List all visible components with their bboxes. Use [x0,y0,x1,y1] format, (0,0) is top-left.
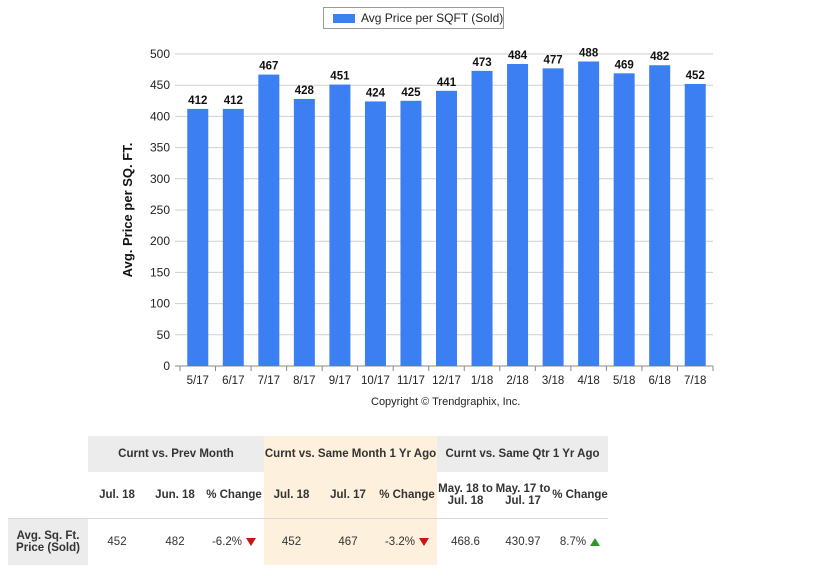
down-arrow-icon [419,537,430,546]
y-tick-label: 200 [150,234,170,248]
down-arrow-icon [246,537,257,546]
x-tick-label: 8/17 [293,375,315,387]
bar [471,70,493,367]
legend-swatch [333,14,355,23]
y-tick-label: 100 [150,297,170,311]
copyright-text: Copyright © Trendgraphix, Inc. [371,396,521,408]
col-header: May. 17 to Jul. 17 [494,472,552,519]
value-cell: 452 [264,518,319,565]
y-tick-label: 400 [150,109,170,123]
x-tick-label: 11/17 [397,375,425,387]
data-label: 412 [188,95,207,107]
legend-label: Avg Price per SQFT (Sold) [361,11,504,25]
bar [329,84,351,367]
data-label: 488 [579,47,599,59]
data-label: 451 [330,71,350,83]
x-tick-label: 5/18 [613,375,635,387]
bar [542,68,564,367]
y-tick-label: 250 [150,203,170,217]
data-label: 467 [259,61,278,73]
bar [649,65,671,367]
data-label: 428 [295,85,315,97]
change-value: -3.2% [384,536,416,548]
row-label: Avg. Sq. Ft. Price (Sold) [8,518,88,565]
bar [400,100,422,367]
x-tick-label: 3/18 [542,375,564,387]
y-axis-label: Avg. Price per SQ. FT. [120,143,135,278]
bar [222,108,244,367]
y-tick-label: 0 [163,359,170,373]
x-tick-label: 6/17 [222,375,244,387]
up-arrow-icon [590,537,601,546]
col-header: Jun. 18 [146,472,204,519]
data-label: 482 [650,51,669,63]
value-cell: 468.6 [437,518,494,565]
data-label: 452 [686,70,705,82]
y-tick-label: 150 [150,265,170,279]
data-label: 484 [508,50,528,62]
group-same-qtr: Curnt vs. Same Qtr 1 Yr Ago [437,436,608,472]
y-tick-label: 500 [150,47,170,61]
x-tick-label: 5/17 [187,375,209,387]
x-tick-label: 6/18 [649,375,671,387]
bars [187,61,706,367]
x-tick-label: 4/18 [577,375,599,387]
change-cell: 8.7% [552,518,608,565]
value-cell: 482 [146,518,204,565]
col-header: Jul. 18 [88,472,146,519]
data-label: 473 [472,57,491,69]
col-header: Jul. 17 [319,472,377,519]
bar [187,108,209,367]
group-same-month: Curnt vs. Same Month 1 Yr Ago [264,436,437,472]
col-header: Jul. 18 [264,472,319,519]
data-label: 425 [401,87,421,99]
bar [684,83,706,367]
value-cell: 467 [319,518,377,565]
col-header: May. 18 to Jul. 18 [437,472,494,519]
x-tick-label: 7/17 [258,375,280,387]
bar-chart: 0 50 100 150 200 250 300 350 400 450 500 412 412 467… [120,47,714,387]
y-tick-label: 300 [150,172,170,186]
change-value: -6.2% [211,536,243,548]
bar [258,74,280,366]
y-tick-label: 50 [157,328,171,342]
x-tick-label: 12/17 [432,375,461,387]
group-prev-month: Curnt vs. Prev Month [88,436,264,472]
comparison-table: Curnt vs. Prev Month Curnt vs. Same Mont… [8,436,608,565]
bar [578,61,600,366]
x-tick-labels: 5/17 6/17 7/17 8/17 9/17 10/17 11/17 12/17 1/18 2… [179,366,714,387]
change-cell: -6.2% [204,518,264,565]
col-header: % Change [377,472,437,519]
legend[interactable]: Avg Price per SQFT (Sold) [323,7,504,29]
y-tick-label: 450 [150,78,170,92]
data-label: 424 [366,87,386,99]
x-tick-label: 7/18 [684,375,706,387]
bar [613,73,635,367]
x-tick-label: 2/18 [506,375,528,387]
blank-cell [8,436,88,472]
x-tick-label: 10/17 [361,375,390,387]
bar [364,101,386,366]
blank-cell [8,472,88,519]
value-cell: 430.97 [494,518,552,565]
bar [293,98,315,366]
col-header: % Change [204,472,264,519]
y-tick-label: 350 [150,141,170,155]
bar [507,63,529,366]
data-labels: 412 412 467 428 451 424 425 441 473 484 477 488 469 4… [188,47,705,106]
bar [436,90,457,366]
y-tick-labels: 0 50 100 150 200 250 300 350 400 450 500 [150,47,170,373]
x-tick-label: 9/17 [329,375,351,387]
data-label: 477 [544,54,563,66]
value-cell: 452 [88,518,146,565]
change-cell: -3.2% [377,518,437,565]
data-label: 469 [615,59,634,71]
data-label: 441 [437,77,457,89]
x-tick-label: 1/18 [471,375,493,387]
change-value: 8.7% [559,536,587,548]
col-header: % Change [552,472,608,519]
data-label: 412 [224,95,243,107]
